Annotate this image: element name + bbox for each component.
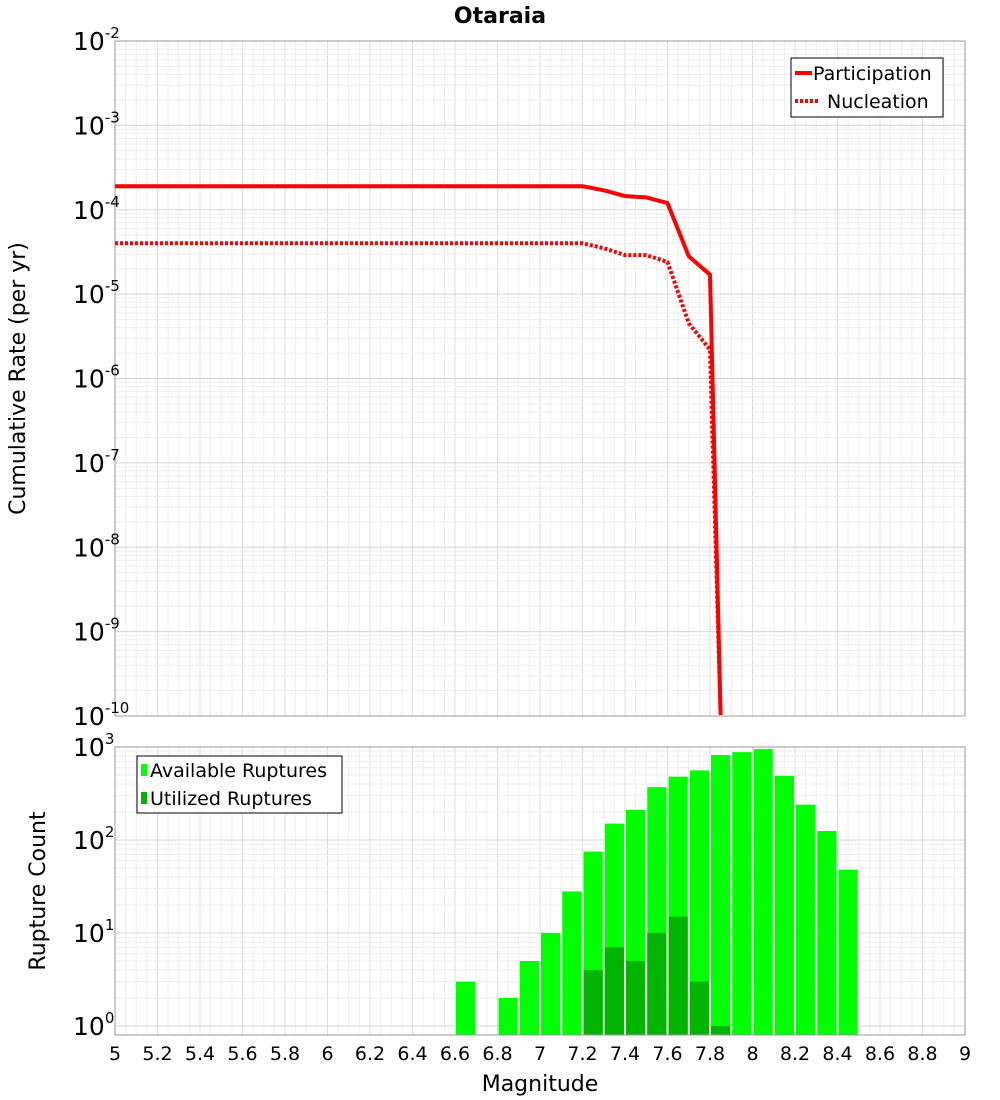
available-rupture-bar [774,775,794,1035]
rate-legend-box [790,57,944,118]
available-rupture-bar [456,981,476,1035]
rupture-plot-y-label: Rupture Count [26,811,51,971]
rupture-plot-bars [456,749,858,1035]
rate-y-tick-label: 10-2 [73,24,120,56]
rate-y-tick-label: 10-7 [73,446,120,478]
rupture-y-tick-label: 100 [73,1009,114,1041]
rate-y-tick-label: 10-10 [73,699,129,731]
available-legend-swatch [141,764,147,776]
rate-plot-y-label: Cumulative Rate (per yr) [6,242,31,515]
utilized-rupture-bar [626,960,646,1035]
magnitude-tick-label: 6.6 [440,1043,470,1065]
available-rupture-bar [732,752,752,1035]
rupture-plot-y-ticks: 103 102 101 100 [73,730,114,1041]
magnitude-tick-label: 5 [109,1043,121,1065]
available-rupture-bar [689,770,709,1035]
magnitude-tick-label: 8.4 [822,1043,852,1065]
rate-plot-series [115,184,723,716]
magnitude-tick-label: 5.8 [270,1043,300,1065]
magnitude-tick-label: 6.4 [397,1043,427,1065]
magnitude-tick-label: 9 [959,1043,971,1065]
rupture-count-plot: 103 102 101 100 5 5.2 5.4 5.6 5.8 6 6.2 6.4 6.6 6.8 7… [26,730,971,1097]
x-axis-label: Magnitude [482,1072,599,1097]
magnitude-tick-label: 7.6 [652,1043,682,1065]
magnitude-tick-label: 5.2 [142,1043,172,1065]
rupture-y-tick-label: 101 [73,916,114,948]
magnitude-tick-label: 8.8 [907,1043,937,1065]
chart-title: Otaraia [454,4,546,29]
participation-line [115,184,723,716]
magnitude-tick-label: 8.6 [865,1043,895,1065]
rate-y-tick-label: 10-6 [73,362,120,394]
participation-legend-label: Participation [813,63,932,85]
available-rupture-bar [562,891,582,1035]
magnitude-tick-label: 5.4 [185,1043,215,1065]
available-rupture-bar [541,932,561,1035]
rate-plot: 10-2 10-3 10-4 10-5 10-6 10-7 10-8 10-9 10-10 Cu… [6,24,966,731]
utilized-rupture-bar [604,947,624,1035]
utilized-rupture-bar [647,932,667,1035]
rate-plot-y-ticks: 10-2 10-3 10-4 10-5 10-6 10-7 10-8 10-9 10-10 [73,24,129,731]
utilized-rupture-bar [711,1025,731,1035]
magnitude-tick-label: 7.4 [610,1043,640,1065]
magnitude-tick-label: 8 [746,1043,758,1065]
rate-y-tick-label: 10-5 [73,277,120,309]
rate-plot-grid [114,41,966,717]
rupture-plot-frame [114,746,966,1036]
rate-y-tick-label: 10-4 [73,193,120,225]
magnitude-tick-label: 5.6 [227,1043,257,1065]
nucleation-line [115,241,723,716]
available-rupture-bar [519,960,539,1035]
rupture-y-tick-label: 102 [73,823,114,855]
utilized-rupture-bar [668,916,688,1035]
rupture-legend: Available Ruptures Utilized Ruptures [136,755,343,814]
available-rupture-bar [753,749,773,1035]
rate-y-tick-label: 10-8 [73,530,120,562]
magnitude-tick-label: 7.2 [567,1043,597,1065]
magnitude-tick-label: 8.2 [780,1043,810,1065]
available-rupture-bar [817,830,837,1035]
utilized-rupture-bar [689,981,709,1035]
available-rupture-bar [498,997,518,1035]
rate-legend: Participation Nucleation [790,57,944,118]
utilized-legend-label: Utilized Ruptures [150,788,312,810]
rate-y-tick-label: 10-3 [73,108,120,140]
rupture-y-tick-label: 103 [73,730,114,762]
magnitude-x-ticks: 5 5.2 5.4 5.6 5.8 6 6.2 6.4 6.6 6.8 7 7.2 7.4 7.6 7.8 8… [109,1043,971,1065]
magnitude-tick-label: 7 [534,1043,546,1065]
utilized-legend-swatch [141,792,147,804]
available-rupture-bar [711,755,731,1035]
magnitude-tick-label: 7.8 [695,1043,725,1065]
magnitude-tick-label: 6 [321,1043,333,1065]
nucleation-legend-label: Nucleation [827,91,929,113]
rate-plot-frame [114,40,966,717]
available-legend-label: Available Ruptures [150,760,327,782]
rupture-legend-box [136,755,343,814]
available-rupture-bar [796,804,816,1035]
magnitude-tick-label: 6.8 [482,1043,512,1065]
rate-y-tick-label: 10-9 [73,615,120,647]
available-rupture-bar [838,869,858,1035]
utilized-rupture-bar [583,969,603,1035]
magnitude-tick-label: 6.2 [355,1043,385,1065]
